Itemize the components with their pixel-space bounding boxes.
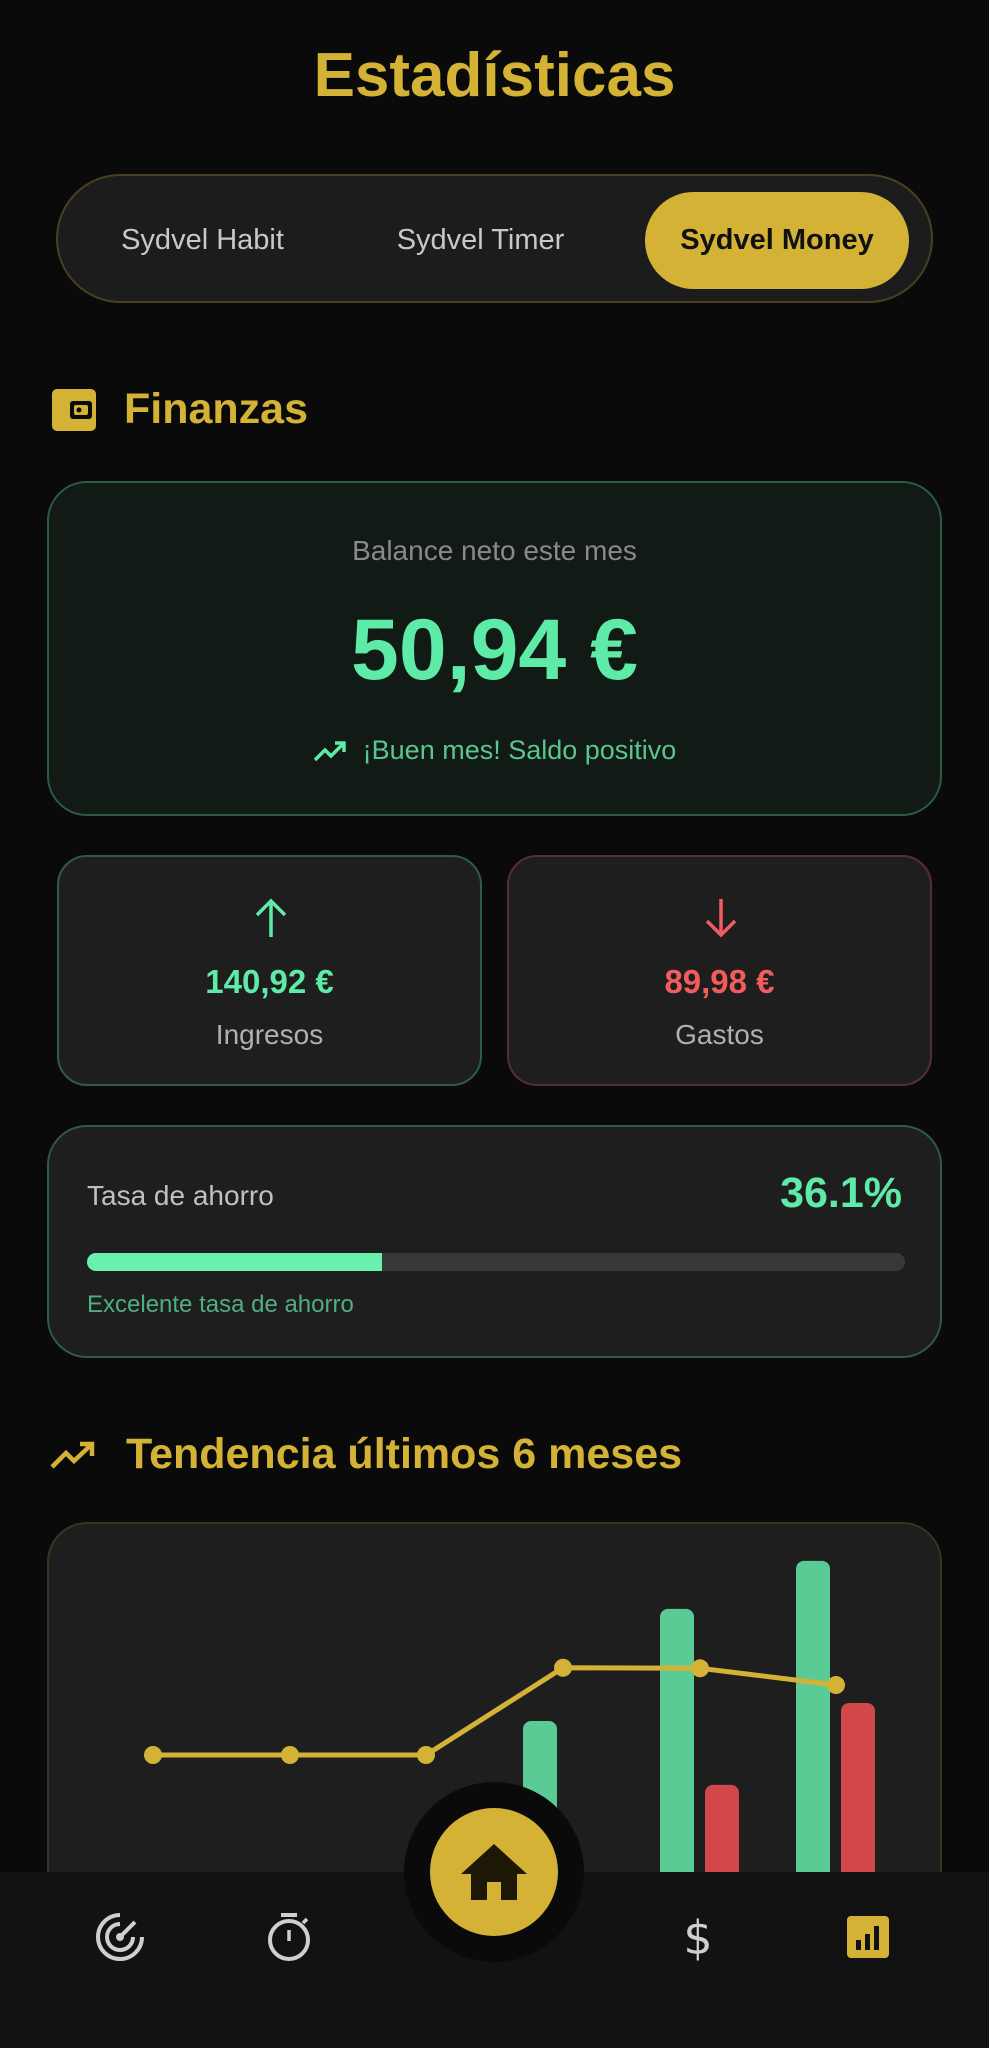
income-amount: 140,92 € <box>205 963 334 1000</box>
balance-label: Balance neto este mes <box>352 535 637 566</box>
tab-sydvel-habit[interactable]: Sydvel Habit <box>121 224 284 256</box>
balance-point <box>691 1659 709 1678</box>
trend-title: Tendencia últimos 6 meses <box>126 1430 683 1478</box>
wallet-icon <box>52 388 96 431</box>
balance-status: ¡Buen mes! Saldo positivo <box>49 735 940 766</box>
arrow-up-icon <box>255 898 287 937</box>
expenses-card: 89,98 € Gastos <box>507 855 932 1086</box>
trending-up-icon <box>313 740 346 761</box>
home-icon <box>461 1844 527 1900</box>
trending-up-icon <box>50 1441 95 1469</box>
savings-label: Tasa de ahorro <box>87 1180 274 1211</box>
savings-card: Tasa de ahorro 36.1% Excelente tasa de a… <box>47 1125 942 1358</box>
income-card: 140,92 € Ingresos <box>57 855 482 1086</box>
nav-radar-icon[interactable] <box>93 1910 147 1964</box>
balance-line <box>153 1665 837 1758</box>
finance-title: Finanzas <box>124 385 308 433</box>
savings-percent: 36.1% <box>780 1169 902 1217</box>
tab-sydvel-money[interactable]: Sydvel Money <box>645 192 909 289</box>
savings-progress-bar <box>87 1253 905 1271</box>
savings-caption: Excelente tasa de ahorro <box>87 1291 354 1318</box>
income-bar <box>796 1560 830 1972</box>
balance-point <box>281 1746 299 1764</box>
nav-timer-icon[interactable] <box>262 1910 316 1964</box>
home-button[interactable] <box>430 1808 558 1936</box>
tab-sydvel-timer[interactable]: Sydvel Timer <box>396 224 565 256</box>
expenses-amount: 89,98 € <box>664 963 775 1000</box>
svg-text:$: $ <box>683 1911 712 1964</box>
income-label: Ingresos <box>215 1019 324 1050</box>
expenses-label: Gastos <box>675 1019 764 1050</box>
balance-point <box>417 1746 435 1764</box>
savings-progress-fill <box>87 1253 383 1271</box>
page-title: Estadísticas <box>313 41 676 110</box>
finance-header: Finanzas <box>52 385 308 434</box>
balance-point <box>827 1676 845 1695</box>
balance-card: Balance neto este mes 50,94 € ¡Buen mes!… <box>47 481 942 816</box>
trend-header: Tendencia últimos 6 meses <box>50 1430 682 1479</box>
balance-point <box>144 1746 162 1764</box>
app-segmented-control: Sydvel Habit Sydvel Timer Sydvel Money <box>56 174 933 303</box>
bottom-nav: $ <box>0 1782 989 2048</box>
balance-point <box>554 1658 572 1677</box>
arrow-down-icon <box>705 899 737 938</box>
nav-money-icon[interactable]: $ <box>671 1910 725 1964</box>
nav-stats-icon[interactable] <box>841 1910 895 1964</box>
balance-amount: 50,94 € <box>351 602 638 698</box>
balance-status-text: ¡Buen mes! Saldo positivo <box>362 735 677 765</box>
